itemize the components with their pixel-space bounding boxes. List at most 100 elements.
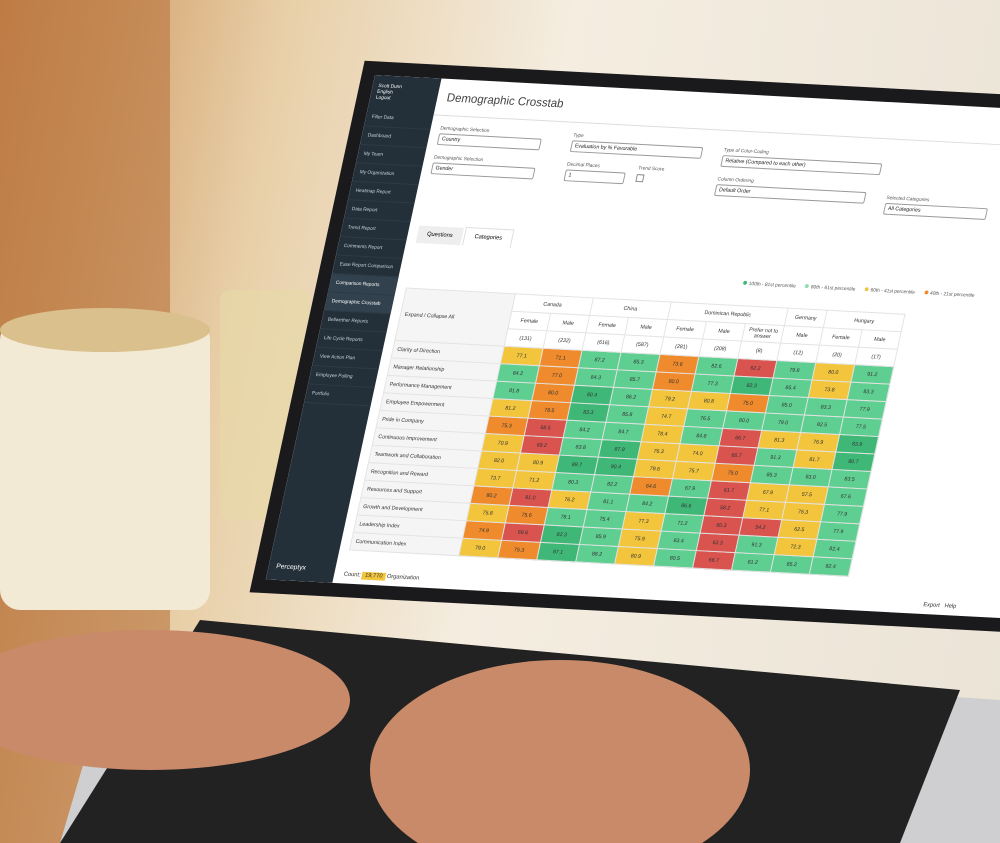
column-count: (232) bbox=[543, 330, 586, 351]
cell: 87.1 bbox=[536, 542, 580, 562]
cell: 75.8 bbox=[466, 503, 510, 523]
cell: 83.3 bbox=[566, 402, 610, 423]
legend-swatch bbox=[864, 287, 870, 292]
column-count: (616) bbox=[582, 332, 625, 353]
cell: 77.3 bbox=[691, 373, 735, 394]
column-header: Female bbox=[585, 315, 629, 335]
cell: 76.5 bbox=[683, 408, 727, 429]
cell: 81.2 bbox=[489, 398, 532, 419]
cell: 76.9 bbox=[796, 432, 840, 452]
cell: 82.4 bbox=[809, 556, 853, 577]
column-count: (12) bbox=[776, 343, 820, 363]
count-label: Count: bbox=[343, 571, 362, 579]
cell: 89.7 bbox=[555, 455, 599, 475]
cell: 87.2 bbox=[578, 350, 621, 370]
cell: 81.0 bbox=[509, 487, 552, 508]
cell: 80.0 bbox=[652, 371, 696, 392]
cell: 86.2 bbox=[609, 387, 653, 407]
cell: 67.9 bbox=[668, 478, 712, 499]
control: Type Evaluation by % Favorable bbox=[569, 133, 705, 159]
cell: 80.7 bbox=[832, 451, 875, 472]
cell: 82.5 bbox=[800, 414, 844, 435]
cell: 75.4 bbox=[583, 509, 626, 529]
legend-swatch bbox=[804, 284, 810, 289]
cell: 76.3 bbox=[781, 502, 825, 522]
column-count: (587) bbox=[620, 334, 664, 355]
cell: 75.0 bbox=[726, 393, 770, 413]
cell: 83.5 bbox=[828, 469, 871, 489]
cell: 62.5 bbox=[777, 519, 821, 540]
cell: 91.2 bbox=[850, 364, 894, 385]
right-hand bbox=[370, 660, 750, 843]
cell: 77.1 bbox=[500, 346, 544, 366]
legend-item: 40th - 21st percentile bbox=[924, 290, 976, 299]
cell: 66.7 bbox=[718, 428, 762, 448]
cell: 85.3 bbox=[750, 465, 794, 485]
org: Organization bbox=[386, 574, 420, 582]
cell: 84.8 bbox=[679, 426, 723, 446]
cell: 85.0 bbox=[765, 395, 809, 415]
legend-item: 80th - 61st percentile bbox=[804, 284, 856, 293]
cell: 63.3 bbox=[696, 533, 739, 553]
cell: 80.0 bbox=[722, 410, 766, 431]
cell: 91.3 bbox=[754, 447, 797, 468]
cell: 77.5 bbox=[839, 417, 883, 437]
column-count: (20) bbox=[815, 345, 859, 365]
menu-item[interactable]: Portfolio bbox=[304, 384, 375, 407]
legend-label: 80th - 61st percentile bbox=[810, 284, 856, 293]
cell: 64.6 bbox=[629, 476, 673, 497]
cell: 77.9 bbox=[816, 521, 860, 542]
cell: 76.3 bbox=[637, 441, 680, 462]
cell: 75.3 bbox=[497, 540, 541, 560]
cell: 66.7 bbox=[692, 550, 736, 571]
column-count: (17) bbox=[854, 347, 898, 367]
count-value: 19,770 bbox=[361, 571, 387, 581]
legend-label: 40th - 21st percentile bbox=[929, 290, 976, 299]
corner[interactable]: Expand / Collapse All bbox=[394, 288, 516, 347]
cell: 82.6 bbox=[695, 356, 738, 376]
cell: 85.7 bbox=[613, 369, 657, 390]
legend-label: 60th - 41st percentile bbox=[869, 287, 916, 296]
tab[interactable]: Questions bbox=[415, 225, 464, 246]
cell: 80.0 bbox=[811, 362, 855, 383]
cell: 70.9 bbox=[481, 433, 525, 453]
cell: 71.2 bbox=[512, 470, 556, 490]
cell: 81.2 bbox=[731, 552, 775, 573]
tabs: Questions Categories bbox=[415, 225, 517, 249]
cell: 74.0 bbox=[676, 443, 719, 464]
mug bbox=[0, 320, 210, 610]
select[interactable]: 1 bbox=[563, 169, 626, 185]
cell: 79.0 bbox=[458, 538, 502, 558]
control: Decimal Places 1 bbox=[563, 162, 627, 185]
cell: 74.7 bbox=[644, 406, 688, 427]
export[interactable]: Export bbox=[922, 602, 941, 609]
column-header: Male bbox=[624, 317, 668, 337]
help[interactable]: Help bbox=[943, 603, 957, 610]
checkbox[interactable] bbox=[635, 174, 645, 183]
control: Demographic Selection Country bbox=[436, 126, 544, 151]
group-header: Germany bbox=[784, 308, 828, 328]
control: Trend Score bbox=[635, 165, 665, 183]
cell: 87.9 bbox=[598, 439, 642, 460]
cell: 60.3 bbox=[700, 515, 743, 536]
column-count: (131) bbox=[504, 328, 547, 349]
cell: 81.3 bbox=[757, 430, 801, 450]
cell: 83.4 bbox=[657, 531, 701, 551]
cell: 82.3 bbox=[540, 524, 584, 545]
label: Trend Score bbox=[637, 165, 665, 173]
column-header: Female bbox=[819, 327, 863, 348]
user-block: Scott Dunn English Logout bbox=[368, 75, 442, 111]
cell: 67.6 bbox=[824, 486, 868, 507]
cell: 72.3 bbox=[774, 537, 817, 557]
screen: Scott Dunn English Logout Filter Data Das… bbox=[265, 75, 1000, 620]
cell: 84.2 bbox=[563, 420, 606, 440]
cell: 73.8 bbox=[808, 380, 851, 400]
tab[interactable]: Categories bbox=[462, 226, 515, 248]
cell: 68.5 bbox=[524, 418, 567, 438]
cell: 77.9 bbox=[820, 504, 864, 524]
cell: 84.7 bbox=[602, 422, 645, 442]
mug-rim bbox=[0, 308, 210, 352]
brand: Perceptyx bbox=[275, 563, 307, 572]
